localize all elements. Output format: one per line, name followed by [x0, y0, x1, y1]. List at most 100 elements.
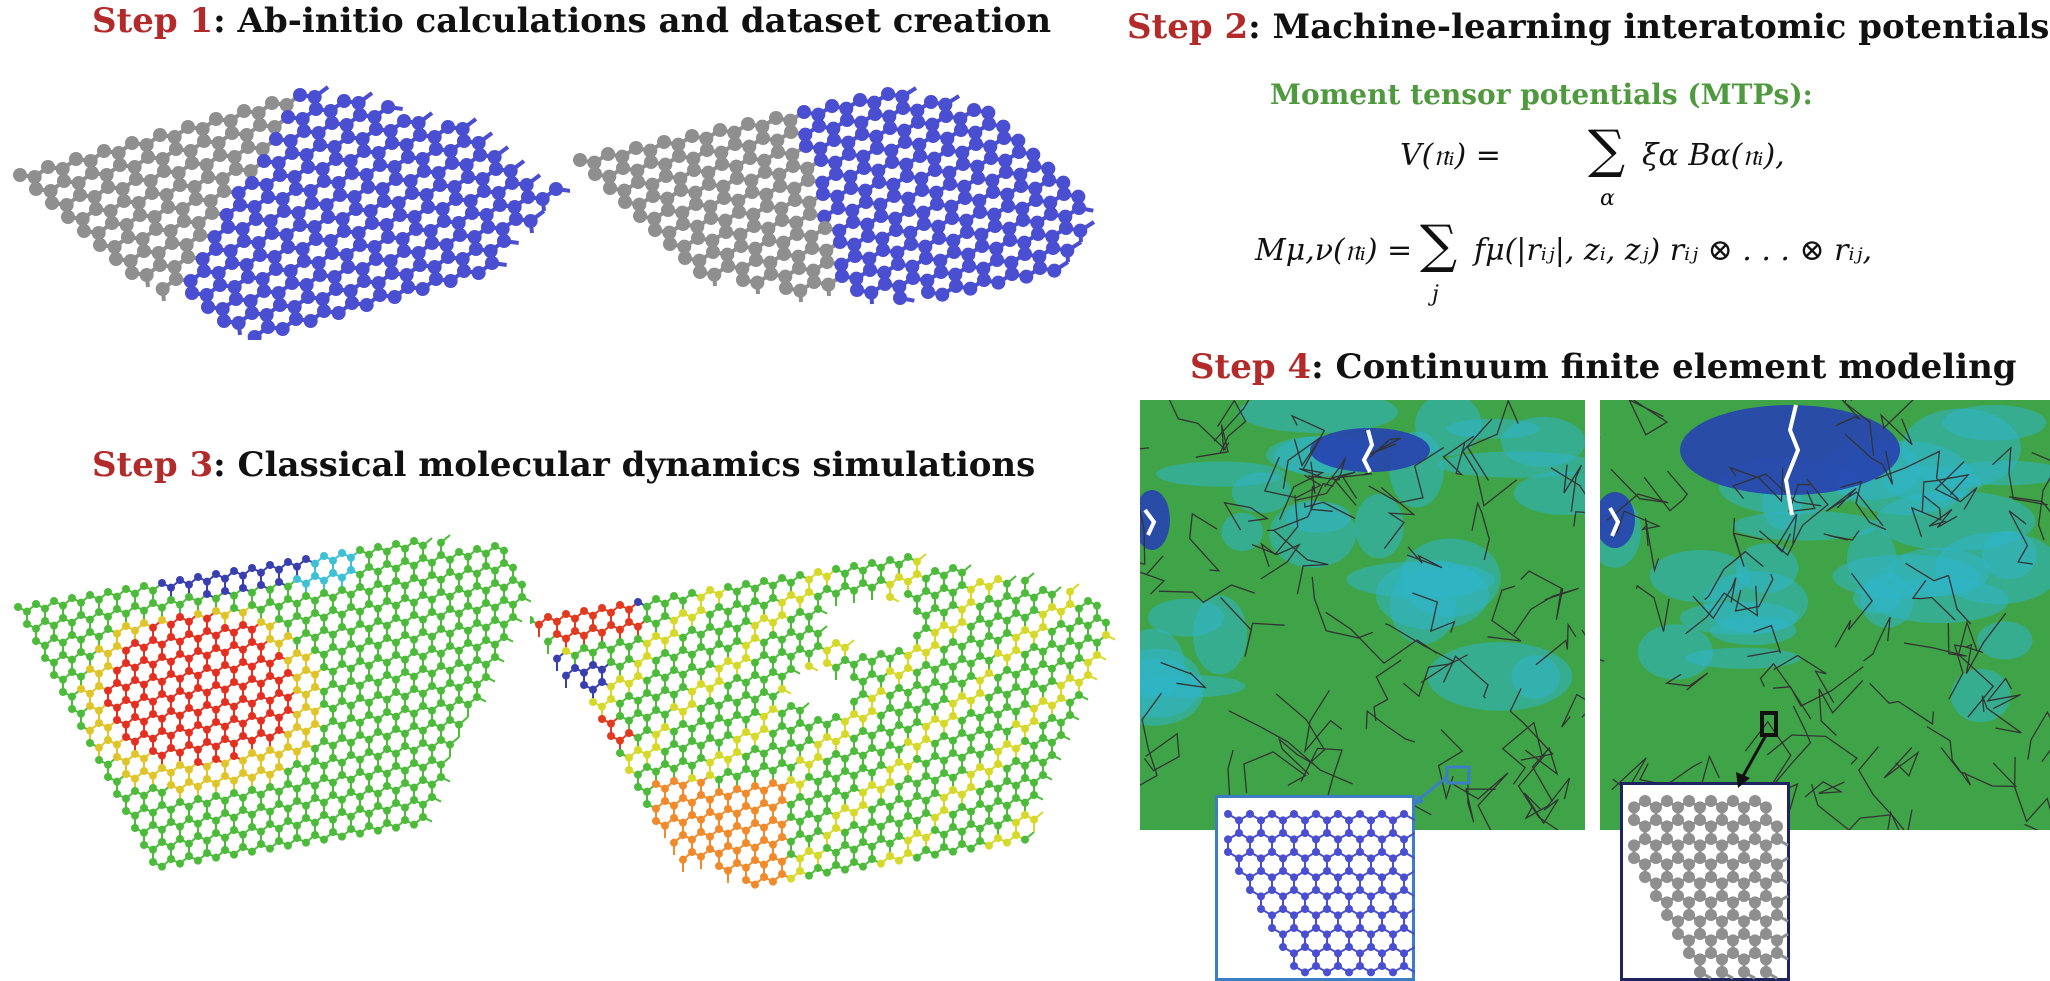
atom	[133, 208, 147, 222]
atom	[381, 100, 395, 114]
atom	[850, 808, 858, 817]
atom	[750, 275, 765, 290]
atom	[603, 181, 617, 195]
atom	[428, 608, 436, 616]
atom	[473, 569, 481, 578]
atom	[248, 588, 256, 597]
atom	[859, 862, 867, 871]
atom	[221, 574, 229, 583]
atom	[104, 649, 112, 658]
atom	[453, 228, 467, 242]
atom	[158, 653, 166, 661]
atom	[742, 691, 750, 699]
atom	[239, 608, 247, 617]
atom	[392, 725, 400, 733]
atom	[790, 227, 804, 241]
atom	[275, 615, 283, 623]
atom	[744, 173, 759, 188]
atom	[131, 811, 139, 820]
eq1-lhs: V(𝔫ᵢ) =	[1400, 138, 1501, 173]
atom	[1059, 221, 1073, 235]
atom	[341, 260, 355, 274]
step4-text: : Continuum finite element modeling	[1311, 347, 2017, 387]
atom	[140, 828, 148, 837]
atom	[275, 726, 283, 734]
atom	[230, 678, 238, 686]
atom	[311, 818, 319, 827]
atom	[530, 616, 534, 624]
atom	[113, 703, 121, 712]
atom	[257, 827, 265, 836]
atom	[805, 797, 813, 806]
atom	[185, 728, 193, 737]
atom	[870, 141, 884, 155]
atom	[320, 700, 328, 708]
atom	[886, 852, 894, 860]
atom	[823, 844, 831, 852]
atom	[221, 685, 229, 694]
atom	[392, 712, 400, 721]
atom	[697, 606, 705, 614]
atom	[356, 792, 364, 801]
atom	[337, 94, 351, 108]
atom	[900, 169, 914, 183]
atom	[861, 229, 875, 243]
atom	[819, 243, 834, 258]
atom	[854, 115, 869, 130]
atom	[832, 824, 840, 832]
atom	[1041, 161, 1056, 176]
atom	[439, 238, 454, 252]
atom	[149, 808, 157, 817]
atom	[417, 164, 431, 178]
atom	[221, 698, 229, 706]
atom	[573, 153, 587, 167]
atom	[419, 800, 427, 809]
equation-moment: Mμ,ν(𝔫ᵢ) =	[1255, 233, 1412, 268]
atom	[131, 713, 139, 721]
atom	[311, 757, 319, 765]
atom	[419, 541, 427, 550]
atom	[169, 142, 183, 156]
atom	[733, 227, 748, 242]
atom	[1071, 189, 1086, 204]
atom	[167, 583, 175, 592]
atom	[919, 251, 933, 265]
atom	[140, 717, 148, 726]
atom	[239, 695, 247, 703]
atom	[293, 88, 307, 102]
atom	[643, 787, 651, 796]
atom	[805, 723, 813, 732]
atom	[895, 832, 903, 840]
atom	[347, 664, 355, 673]
atom	[104, 686, 112, 695]
atom	[473, 643, 481, 652]
atom	[338, 586, 346, 594]
atom	[760, 651, 768, 659]
atom	[661, 710, 669, 719]
atom	[787, 813, 795, 821]
atom	[374, 752, 382, 761]
atom	[86, 665, 94, 673]
atom	[618, 195, 632, 209]
atom	[289, 312, 303, 326]
atom	[410, 722, 418, 730]
atom	[181, 120, 195, 134]
atom	[309, 102, 323, 116]
atom	[903, 225, 918, 240]
atom	[275, 565, 283, 574]
atom	[113, 679, 121, 687]
atom	[983, 139, 998, 154]
atom	[751, 745, 759, 753]
atom	[769, 668, 777, 676]
atom	[329, 815, 337, 824]
atom	[338, 734, 346, 742]
atom	[796, 706, 804, 715]
atom	[203, 799, 211, 808]
atom	[302, 703, 310, 711]
atom	[805, 834, 813, 843]
atom	[751, 819, 759, 827]
atom	[86, 739, 94, 747]
atom	[598, 665, 606, 674]
atom	[549, 182, 563, 196]
atom	[850, 845, 858, 854]
